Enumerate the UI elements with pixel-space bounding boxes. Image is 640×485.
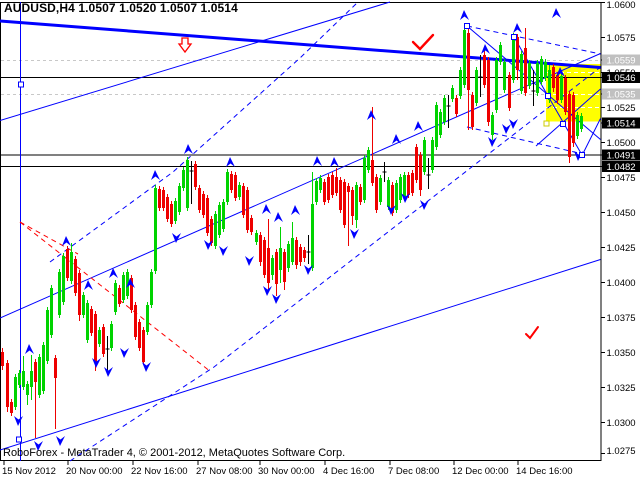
svg-text:1.0400: 1.0400 (607, 278, 636, 289)
svg-text:1.0535: 1.0535 (607, 90, 636, 101)
svg-text:12 Dec 00:00: 12 Dec 00:00 (452, 466, 509, 477)
svg-text:7 Dec 08:00: 7 Dec 08:00 (388, 466, 439, 477)
svg-text:1.0482: 1.0482 (607, 162, 636, 173)
svg-text:22 Nov 16:00: 22 Nov 16:00 (131, 466, 188, 477)
svg-text:1.0375: 1.0375 (607, 313, 636, 324)
svg-text:1.0559: 1.0559 (607, 56, 636, 67)
svg-text:1.0546: 1.0546 (607, 73, 636, 84)
svg-text:15 Nov 2012: 15 Nov 2012 (2, 466, 56, 477)
svg-text:1.0300: 1.0300 (607, 418, 636, 429)
svg-text:RoboForex - MetaTrader 4, © 20: RoboForex - MetaTrader 4, © 2001-2012, M… (3, 447, 345, 459)
svg-text:1.0525: 1.0525 (607, 103, 636, 114)
svg-text:1.0600: 1.0600 (607, 0, 636, 11)
svg-text:1.0275: 1.0275 (607, 446, 636, 457)
svg-text:1.0350: 1.0350 (607, 348, 636, 359)
svg-text:1.0491: 1.0491 (607, 151, 636, 162)
svg-text:AUDUSD,H4 1.0507 1.0520 1.050: AUDUSD,H4 1.0507 1.0520 1.0507 1.0514 (4, 1, 238, 15)
svg-text:1.0500: 1.0500 (607, 138, 636, 149)
svg-text:1.0475: 1.0475 (607, 173, 636, 184)
svg-text:27 Nov 08:00: 27 Nov 08:00 (196, 466, 253, 477)
svg-text:1.0575: 1.0575 (607, 33, 636, 44)
svg-text:14 Dec 16:00: 14 Dec 16:00 (516, 466, 573, 477)
svg-text:4 Dec 16:00: 4 Dec 16:00 (323, 466, 374, 477)
svg-text:1.0325: 1.0325 (607, 383, 636, 394)
svg-text:1.0514: 1.0514 (607, 119, 636, 130)
svg-text:30 Nov 00:00: 30 Nov 00:00 (258, 466, 315, 477)
svg-text:1.0450: 1.0450 (607, 208, 636, 219)
svg-text:20 Nov 00:00: 20 Nov 00:00 (66, 466, 123, 477)
svg-text:1.0425: 1.0425 (607, 243, 636, 254)
